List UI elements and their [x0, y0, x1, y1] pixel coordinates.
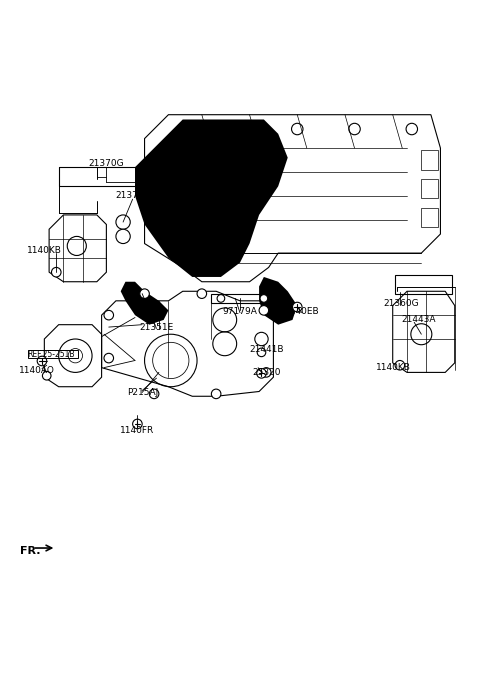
Text: 1140FR: 1140FR	[120, 426, 155, 435]
Bar	[421, 179, 438, 198]
Text: P215AJ: P215AJ	[128, 388, 159, 397]
Circle shape	[292, 302, 302, 312]
Circle shape	[51, 267, 61, 277]
Circle shape	[132, 419, 142, 428]
Text: 21351E: 21351E	[139, 323, 174, 332]
Circle shape	[411, 323, 432, 344]
Circle shape	[211, 389, 221, 399]
Text: 1140KB: 1140KB	[27, 246, 62, 255]
Circle shape	[116, 215, 130, 229]
Polygon shape	[120, 282, 168, 325]
Polygon shape	[135, 119, 288, 277]
Circle shape	[349, 123, 360, 135]
Circle shape	[257, 348, 266, 357]
Circle shape	[42, 372, 51, 380]
Text: 21370G: 21370G	[89, 159, 124, 168]
Bar	[211, 294, 278, 303]
Circle shape	[257, 369, 266, 378]
Bar	[395, 275, 452, 294]
Text: REF.25-251B: REF.25-251B	[28, 350, 75, 359]
Text: 21441B: 21441B	[249, 345, 284, 354]
Circle shape	[37, 356, 47, 365]
Bar	[421, 151, 438, 170]
Bar	[421, 207, 438, 227]
Circle shape	[197, 289, 206, 298]
Circle shape	[291, 123, 303, 135]
Circle shape	[149, 389, 159, 399]
Circle shape	[234, 123, 246, 135]
Circle shape	[259, 306, 269, 315]
Circle shape	[262, 367, 271, 377]
Circle shape	[140, 289, 149, 298]
Circle shape	[255, 332, 268, 346]
Text: 21443A: 21443A	[402, 315, 436, 324]
Circle shape	[104, 311, 114, 320]
Circle shape	[406, 123, 418, 135]
Polygon shape	[259, 277, 297, 325]
Text: 25320: 25320	[252, 368, 280, 377]
Circle shape	[116, 229, 130, 243]
Circle shape	[395, 361, 405, 370]
Text: 1140AO: 1140AO	[19, 365, 55, 374]
Circle shape	[177, 123, 189, 135]
Text: FR.: FR.	[20, 546, 40, 557]
Circle shape	[217, 295, 225, 302]
Bar	[28, 351, 78, 358]
Text: 1140EB: 1140EB	[285, 307, 319, 316]
Circle shape	[104, 353, 114, 363]
Text: 21373B: 21373B	[115, 191, 150, 200]
Text: 21360G: 21360G	[384, 299, 419, 308]
Circle shape	[67, 237, 86, 256]
Text: 97179A: 97179A	[223, 307, 257, 316]
Bar	[59, 167, 144, 186]
Circle shape	[260, 295, 268, 302]
Text: 1140KB: 1140KB	[376, 363, 411, 372]
